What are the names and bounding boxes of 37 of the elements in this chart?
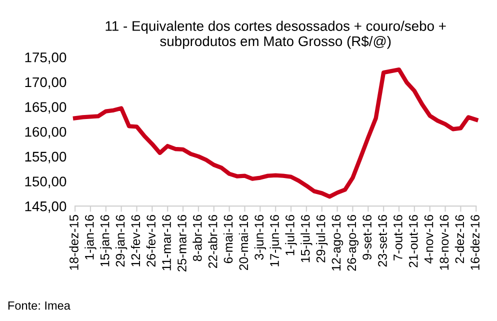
chart-title: 11 - Equivalente dos cortes desossados + couro/sebo + subprodutos em Mato Grosso (R$/@): [106, 20, 446, 49]
x-tick-label: 12-ago-16: [332, 214, 344, 270]
x-tick-label: 23-set-16: [378, 214, 387, 267]
x-tick-label: 25-mar-16: [178, 214, 186, 272]
line-series: [72, 67, 478, 199]
y-tick-label: 160,00: [25, 126, 66, 138]
x-tick-label: 4-nov-16: [424, 214, 434, 264]
y-tick-label: 175,00: [25, 52, 66, 64]
y-tick-label: 155,00: [25, 152, 66, 164]
x-tick-label: 18-nov-16: [440, 214, 449, 270]
x-tick-label: 29-jul-16: [316, 214, 328, 262]
x-tick-label: 8-abr-16: [192, 214, 202, 262]
x-tick-label: 22-abr-16: [208, 214, 218, 268]
x-tick-label: 2-dez-16: [454, 214, 464, 264]
x-tick-label: 16-dez-16: [470, 214, 480, 270]
x-tick-label: 12-fev-16: [130, 214, 140, 266]
x-tick-label: 20-mai-16: [238, 214, 248, 270]
x-tick-label: 15-jul-16: [300, 214, 312, 262]
y-tick-label: 165,00: [25, 102, 66, 114]
x-tick-label: 29-jan-16: [116, 214, 128, 267]
x-tick-label: 3-jun-16: [254, 214, 266, 260]
x-tick-label: 1-jan-16: [84, 214, 96, 260]
x-tick-label: 15-jan-16: [100, 214, 112, 266]
y-tick-label: 145,00: [25, 201, 66, 213]
x-tick-label: 21-out-16: [408, 214, 418, 268]
x-tick-label: 7-out-16: [394, 214, 402, 260]
y-tick-label: 150,00: [25, 176, 66, 188]
x-tick-label: 9-set-16: [362, 214, 372, 260]
x-tick-label: 11-mar-16: [162, 214, 171, 270]
source-note: Fonte: Imea: [8, 301, 70, 310]
x-tick-label: 1-jul-16: [285, 214, 297, 256]
x-tick-label: 17-jun-16: [270, 214, 282, 266]
x-tick-label: 18-dez-15: [69, 214, 78, 270]
x-tick-label: 6-mai-16: [223, 214, 233, 264]
y-tick-label: 170,00: [25, 77, 66, 89]
x-tick-label: 26-ago-16: [347, 214, 359, 271]
x-tick-label: 26-fev-16: [146, 214, 156, 267]
